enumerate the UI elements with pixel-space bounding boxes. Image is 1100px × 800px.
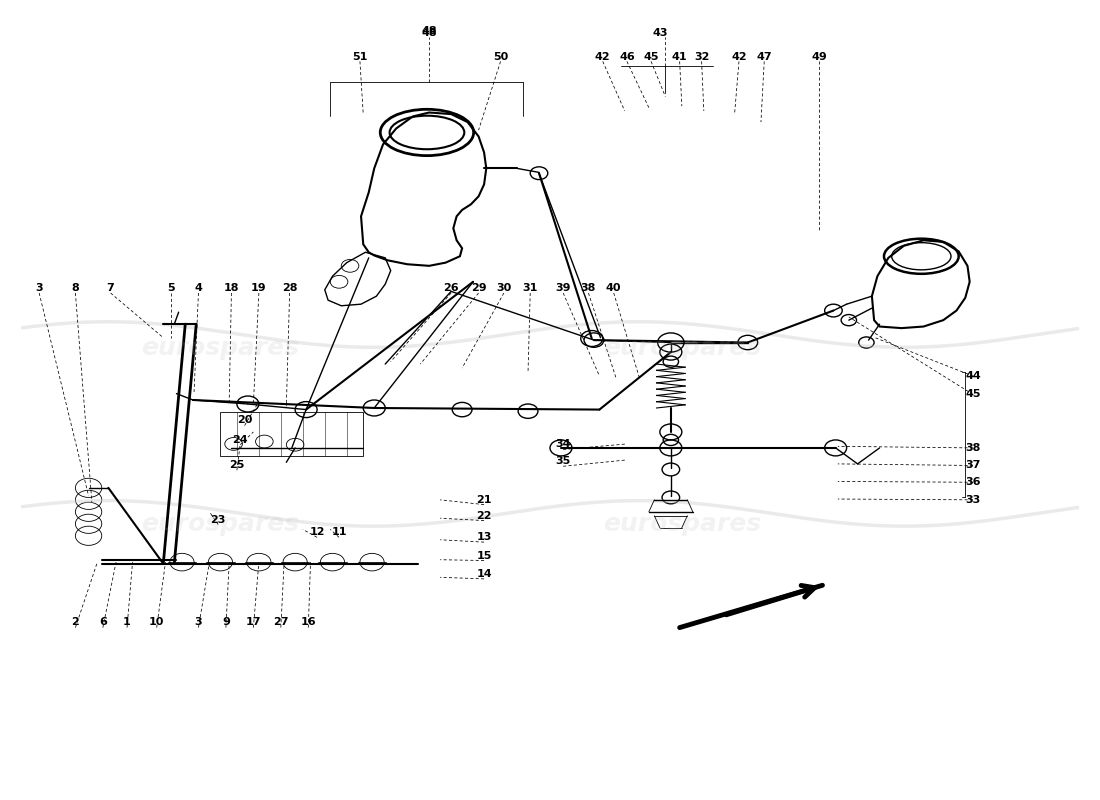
Text: 18: 18 bbox=[223, 283, 239, 293]
Text: 31: 31 bbox=[522, 283, 538, 293]
Text: 38: 38 bbox=[966, 443, 981, 453]
Text: 36: 36 bbox=[965, 478, 981, 487]
Text: 34: 34 bbox=[556, 439, 571, 449]
Text: eurospares: eurospares bbox=[142, 512, 299, 536]
Text: 49: 49 bbox=[812, 51, 827, 62]
Text: 11: 11 bbox=[331, 526, 346, 537]
Text: 19: 19 bbox=[251, 283, 266, 293]
Text: eurospares: eurospares bbox=[603, 512, 761, 536]
Text: 26: 26 bbox=[443, 283, 459, 293]
Text: 22: 22 bbox=[476, 510, 492, 521]
Text: 6: 6 bbox=[99, 617, 107, 627]
Text: 35: 35 bbox=[556, 457, 571, 466]
Text: 39: 39 bbox=[556, 283, 571, 293]
Text: 10: 10 bbox=[148, 617, 164, 627]
Text: 3: 3 bbox=[195, 617, 202, 627]
Text: 5: 5 bbox=[167, 283, 175, 293]
Text: 40: 40 bbox=[606, 283, 621, 293]
Text: 4: 4 bbox=[195, 283, 202, 293]
Text: 30: 30 bbox=[496, 283, 512, 293]
Text: 27: 27 bbox=[273, 617, 288, 627]
Text: 45: 45 bbox=[644, 51, 659, 62]
Text: 15: 15 bbox=[476, 550, 492, 561]
Text: 45: 45 bbox=[965, 390, 981, 399]
Text: 42: 42 bbox=[732, 51, 747, 62]
Text: 14: 14 bbox=[476, 569, 492, 579]
Text: 7: 7 bbox=[107, 283, 114, 293]
Text: 13: 13 bbox=[476, 532, 492, 542]
Text: 23: 23 bbox=[210, 514, 225, 525]
Text: 32: 32 bbox=[694, 51, 710, 62]
Text: 37: 37 bbox=[966, 461, 981, 470]
Text: 43: 43 bbox=[652, 28, 668, 38]
Text: 8: 8 bbox=[72, 283, 79, 293]
Text: eurospares: eurospares bbox=[603, 336, 761, 360]
Text: 12: 12 bbox=[309, 526, 324, 537]
Text: 29: 29 bbox=[471, 283, 486, 293]
Text: 48: 48 bbox=[421, 28, 437, 38]
Text: 38: 38 bbox=[581, 283, 596, 293]
Text: 24: 24 bbox=[232, 435, 248, 445]
Text: 20: 20 bbox=[236, 415, 252, 425]
Text: 50: 50 bbox=[493, 51, 508, 62]
Text: 2: 2 bbox=[72, 617, 79, 627]
Text: eurospares: eurospares bbox=[142, 336, 299, 360]
Text: 46: 46 bbox=[619, 51, 635, 62]
Text: 33: 33 bbox=[966, 495, 980, 505]
Text: 47: 47 bbox=[757, 51, 772, 62]
Text: 9: 9 bbox=[222, 617, 230, 627]
Text: 42: 42 bbox=[595, 51, 610, 62]
Text: 21: 21 bbox=[476, 495, 492, 505]
Text: 25: 25 bbox=[229, 461, 244, 470]
Text: 28: 28 bbox=[282, 283, 297, 293]
Text: 48: 48 bbox=[421, 26, 437, 36]
Bar bbox=[220, 412, 363, 456]
Text: 1: 1 bbox=[123, 617, 131, 627]
Text: 17: 17 bbox=[245, 617, 261, 627]
Text: 3: 3 bbox=[35, 283, 43, 293]
Text: 41: 41 bbox=[672, 51, 688, 62]
Text: 44: 44 bbox=[965, 371, 981, 381]
Text: 16: 16 bbox=[300, 617, 316, 627]
Text: 51: 51 bbox=[352, 51, 367, 62]
